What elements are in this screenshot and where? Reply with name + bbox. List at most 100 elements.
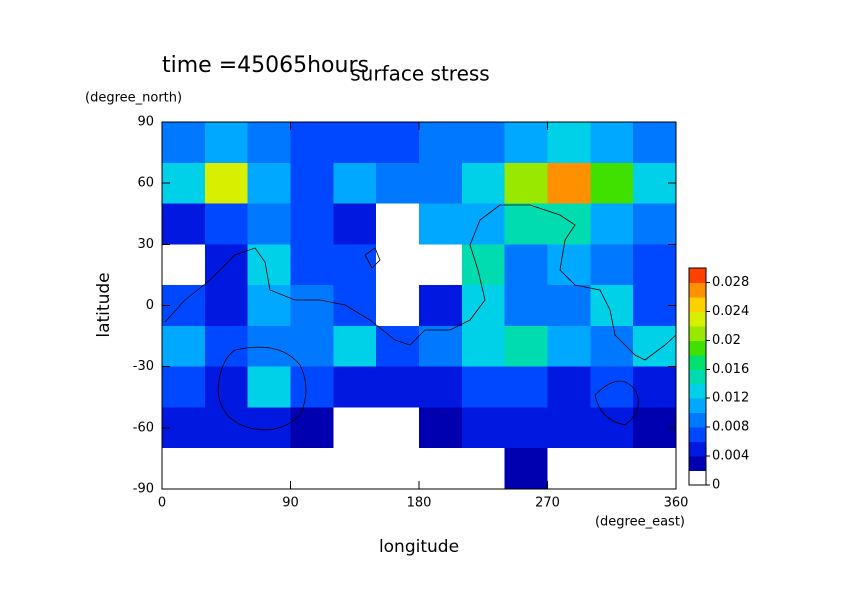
cell [590,244,634,286]
y-tick-label: 90 [137,115,154,130]
colorbar-tick-label: 0 [712,478,720,493]
coastline [217,346,307,431]
cell [590,407,634,449]
cell [590,325,634,368]
colorbar-tick-label: 0.008 [712,420,749,435]
cell [504,162,548,205]
cell [376,448,420,490]
cell [504,366,548,408]
colorbar-band [689,412,706,428]
y-unit: (degree_north) [85,91,182,106]
cell [547,325,591,368]
cell [204,285,249,327]
cell [204,203,249,245]
colorbar-band [689,470,706,486]
y-tick-label: -30 [133,359,154,374]
cell [590,448,634,490]
cell [162,122,206,164]
cell [547,407,591,449]
cell [547,366,591,408]
cell [162,366,206,408]
y-tick-label: -60 [133,420,154,435]
cell [204,448,249,490]
cell [204,366,249,408]
cell [547,285,591,327]
colorbar-band [689,427,706,443]
x-tick-label: 180 [407,496,432,511]
y-tick-label: 0 [146,298,154,313]
cell [333,162,377,205]
coastline [364,247,381,269]
cell [504,285,548,327]
x-unit: (degree_east) [595,515,685,530]
cell [633,244,677,286]
cell [290,162,334,205]
cell [590,366,634,408]
x-tick-label: 270 [535,496,560,511]
cell [247,448,291,490]
cell [247,366,291,408]
cell [290,244,334,286]
cell [461,162,506,205]
cell [461,407,506,449]
colorbar-band [689,296,706,312]
cell [419,366,463,408]
cell [204,122,249,164]
cell [419,162,463,205]
colorbar-tick-label: 0.016 [712,362,749,377]
cell [247,407,291,449]
cell [162,448,206,490]
cell [547,448,591,490]
x-tick-label: 90 [282,496,299,511]
cell [290,122,334,164]
colorbar-tick-label: 0.012 [712,391,749,406]
cell [461,448,506,490]
y-axis-label: latitude [94,272,114,337]
cell [376,122,420,164]
colorbar-band [689,456,706,472]
cell [461,325,506,368]
colorbar-band [689,311,706,327]
colorbar-tick-label: 0.02 [712,333,741,348]
colorbar-band [689,441,706,457]
colorbar-band [689,354,706,370]
cell [376,325,420,368]
cell [504,203,548,245]
cell [376,366,420,408]
cell [376,162,420,205]
cell [333,244,377,286]
cell [247,203,291,245]
cell [247,285,291,327]
cell [590,162,634,205]
cell [247,325,291,368]
colorbar-band [689,282,706,298]
cell [204,244,249,286]
cell [333,203,377,245]
cell [590,122,634,164]
cell [204,162,249,205]
cell [461,122,506,164]
x-tick-label: 0 [158,496,166,511]
cell [290,366,334,408]
cell [247,244,291,286]
cell [419,325,463,368]
chart-title: surface stress [350,62,489,86]
cell [333,325,377,368]
coastline [164,204,677,361]
cell [590,203,634,245]
cell [633,448,677,490]
coastline [594,380,639,426]
colorbar-band [689,383,706,399]
colorbar-band [689,398,706,414]
cell [333,366,377,408]
subtitle: time =45065hours [162,53,369,78]
cell [419,448,463,490]
cell [461,203,506,245]
cell [547,203,591,245]
cell [204,325,249,368]
cell [290,448,334,490]
cell [333,448,377,490]
colorbar: 0 0.004 0.008 0.012 0.016 0.02 0.024 0.028 [688,267,749,493]
y-tick-label: 60 [137,176,154,191]
